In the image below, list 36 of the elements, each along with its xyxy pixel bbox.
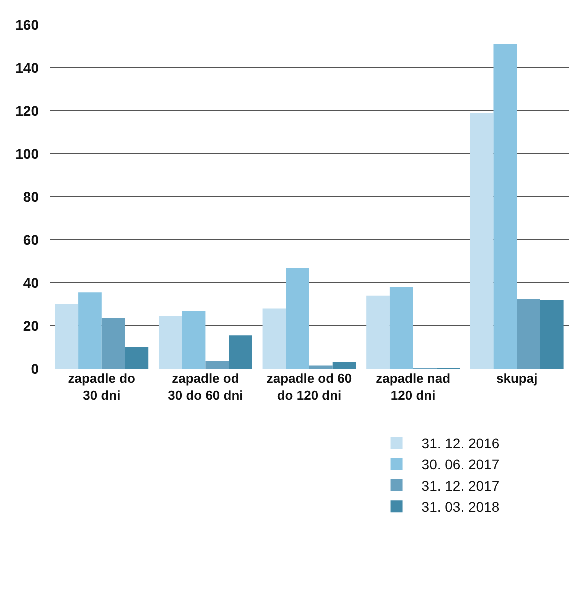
bar — [102, 318, 126, 369]
bar — [182, 310, 206, 369]
bar — [540, 300, 564, 369]
y-tick-label: 140 — [16, 60, 40, 76]
bar — [366, 296, 390, 369]
y-tick-label: 100 — [16, 146, 40, 162]
x-tick-label: zapadle do 30 dni — [68, 371, 136, 403]
bar — [517, 299, 540, 369]
bar — [470, 113, 494, 369]
y-tick-label: 80 — [23, 188, 40, 205]
x-tick-label: zapadle nad 120 dni — [376, 371, 451, 403]
y-tick-label: 120 — [16, 102, 40, 119]
bar — [158, 316, 182, 369]
y-tick-label: 60 — [23, 232, 40, 248]
bar — [125, 348, 149, 369]
bar — [390, 287, 414, 369]
bar — [206, 361, 230, 369]
bar — [332, 362, 356, 369]
bar — [78, 292, 102, 369]
y-tick-label: 160 — [16, 16, 40, 33]
y-tick-label: 0 — [31, 360, 40, 377]
legend-label: 31. 12. 2017 — [422, 478, 500, 494]
bar — [229, 336, 252, 369]
bar — [494, 44, 518, 369]
x-tick-label: zapadle od 60 do 120 dni — [266, 371, 352, 403]
legend-label: 31. 12. 2016 — [422, 436, 500, 452]
bar — [286, 268, 310, 369]
x-tick-label: zapadle od 30 do 60 dni — [168, 371, 244, 403]
bar — [262, 308, 286, 369]
x-tick-label: skupaj — [496, 371, 538, 386]
bar — [310, 366, 333, 369]
legend-label: 31. 03. 2018 — [422, 499, 500, 516]
bar — [55, 304, 79, 369]
y-tick-label: 40 — [23, 274, 40, 291]
legend-label: 30. 06. 2017 — [422, 456, 500, 473]
y-tick-label: 20 — [23, 318, 40, 334]
